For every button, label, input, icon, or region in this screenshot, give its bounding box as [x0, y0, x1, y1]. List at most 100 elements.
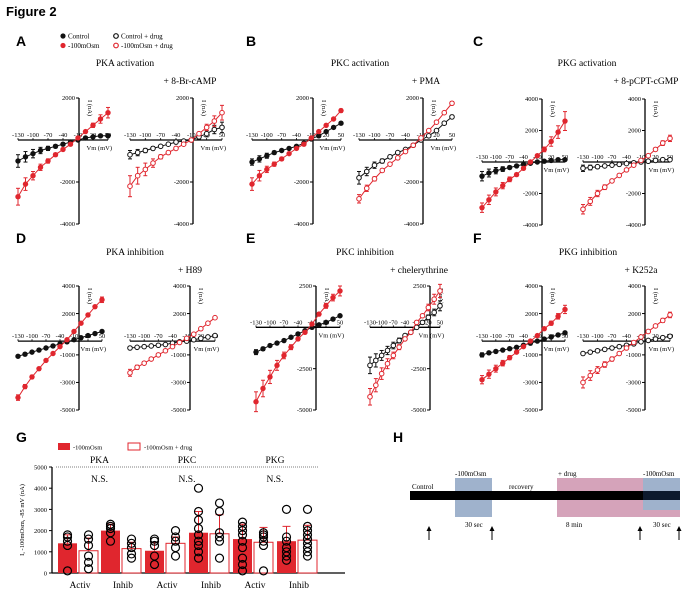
data-point	[337, 313, 343, 319]
y-tick-label: 2000	[173, 311, 186, 318]
y-tick-label: 2000	[406, 95, 419, 102]
data-point	[441, 120, 448, 126]
data-point	[645, 152, 652, 159]
data-point	[64, 337, 70, 343]
individual-point	[149, 540, 160, 551]
iv-plot-f-drug: 40002000-1000-3000-5000-130-100-70-40-10…	[577, 283, 674, 414]
data-point	[587, 349, 594, 355]
data-point	[323, 303, 329, 309]
series--100mosm-drug	[127, 314, 218, 377]
data-point	[308, 135, 315, 141]
data-point	[609, 356, 615, 362]
data-point	[162, 341, 169, 348]
legend-label-hypo-drug: -100mOsm + drug	[121, 42, 173, 50]
individual-point	[126, 549, 137, 559]
y-tick-label: 4000	[628, 96, 641, 103]
data-point	[105, 133, 111, 139]
individual-point	[281, 504, 292, 514]
x-axis-label: Vm (mV)	[320, 145, 345, 152]
data-point	[645, 337, 652, 344]
data-point	[85, 332, 91, 339]
individual-point	[170, 525, 181, 536]
x-tick-label: -10	[637, 154, 646, 161]
data-point	[127, 345, 133, 351]
data-point	[165, 141, 172, 147]
data-point	[384, 347, 391, 354]
data-point	[555, 313, 561, 320]
panel-letter-d: D	[16, 230, 26, 246]
individual-point	[83, 530, 94, 540]
y-tick-label: -4000	[294, 221, 309, 228]
data-point	[141, 360, 147, 366]
data-point	[659, 140, 666, 146]
individual-point	[193, 540, 204, 551]
x-tick-label: 50	[562, 333, 569, 340]
category-label: Activ	[69, 581, 90, 591]
x-tick-label: -40	[168, 333, 177, 340]
data-point	[173, 139, 179, 145]
data-point	[580, 379, 586, 386]
panel-a-drug: + 8-Br-cAMP	[164, 77, 217, 87]
data-point	[211, 118, 218, 124]
individual-point	[281, 536, 292, 546]
individual-point	[258, 566, 269, 576]
data-point	[408, 329, 414, 336]
data-point	[190, 331, 197, 338]
data-point	[15, 394, 21, 401]
legend-marker-hypo	[60, 42, 66, 49]
panel-letter-a: A	[16, 33, 26, 49]
data-point	[587, 164, 594, 171]
data-point	[141, 343, 147, 350]
individual-point	[237, 521, 248, 531]
data-point	[142, 147, 149, 154]
data-point	[180, 141, 187, 147]
individual-point	[193, 547, 204, 557]
label-hypo-1: -100mOsm	[455, 470, 487, 478]
y-tick-label: -2000	[60, 179, 75, 186]
bar	[101, 530, 120, 573]
series-control-drug	[127, 121, 225, 160]
y-tick-label: -5000	[523, 407, 538, 414]
x-tick-label: -40	[401, 132, 410, 139]
data-point	[150, 160, 156, 166]
y-tick-label: -2000	[404, 179, 419, 186]
iv-plot-a-baseline: 2000-2000-4000-130-100-70-40-102050Vm (m…	[12, 95, 112, 228]
data-point	[90, 122, 96, 128]
panel-c-drug: + 8-pCPT-cGMP	[614, 77, 679, 87]
data-point	[50, 343, 56, 349]
data-point	[71, 337, 77, 343]
panel-d-title: PKA inhibition	[106, 248, 164, 258]
series--100mosm-drug	[580, 311, 673, 389]
data-point	[256, 156, 263, 162]
individual-point	[258, 528, 269, 538]
data-point	[479, 352, 485, 358]
data-point	[260, 346, 266, 352]
data-point	[652, 146, 659, 153]
y-tick-label: 4000	[34, 486, 47, 493]
x-axis-label: Vm (mV)	[544, 346, 569, 353]
data-point	[316, 322, 322, 328]
data-point	[45, 145, 51, 152]
data-point	[616, 343, 623, 350]
data-point	[249, 181, 255, 187]
x-tick-label: -40	[622, 333, 631, 340]
data-point	[609, 162, 615, 168]
x-tick-label: -130	[353, 132, 365, 139]
individual-point	[170, 536, 181, 546]
data-point	[157, 154, 164, 160]
data-point	[253, 349, 259, 355]
bar	[253, 541, 274, 574]
data-point	[356, 196, 362, 202]
data-point	[506, 345, 513, 352]
data-point	[190, 336, 197, 343]
data-point	[601, 346, 608, 353]
y-tick-label: 2000	[628, 311, 641, 318]
data-point	[43, 345, 49, 351]
data-point	[541, 146, 547, 153]
data-point	[198, 325, 204, 332]
y-tick-label: -1000	[626, 352, 641, 359]
individual-point	[193, 506, 204, 517]
individual-point	[170, 532, 181, 542]
data-point	[127, 183, 133, 189]
x-tick-label: 50	[437, 319, 444, 326]
